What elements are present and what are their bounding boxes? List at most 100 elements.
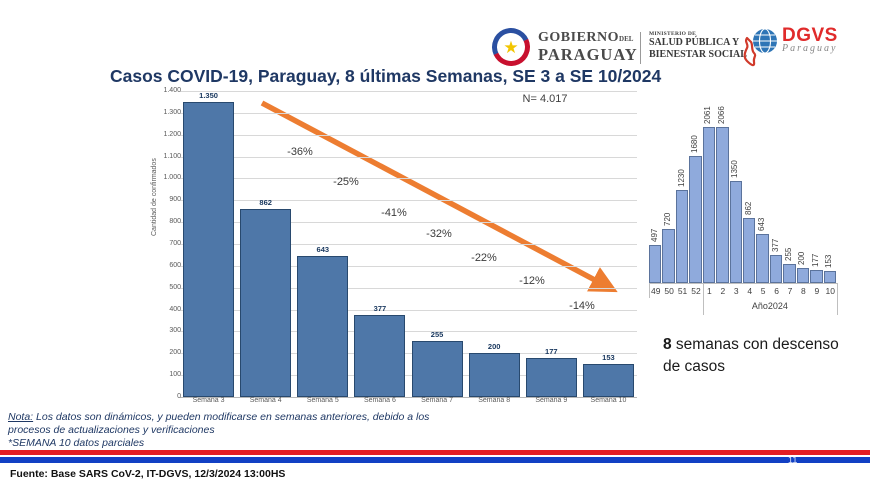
inset-bar-label: 720 <box>663 212 673 226</box>
gridline <box>180 353 637 355</box>
y-tick-label: 300 <box>169 327 181 335</box>
n-total-label: N= 4.017 <box>522 93 568 105</box>
y-tick-label: 700 <box>169 240 181 247</box>
y-tick-label: 500 <box>169 283 181 291</box>
gridline <box>180 244 637 245</box>
gridline <box>180 265 637 267</box>
inset-bar-week-1 <box>702 127 716 283</box>
inset-x-label: 5 <box>760 286 766 296</box>
y-tick-label: 100 <box>169 371 181 379</box>
y-tick-label: 200 <box>169 349 181 357</box>
ministerio-line1: SALUD PÚBLICA Y <box>649 37 740 49</box>
x-tick-label: Semana 10 <box>590 397 627 404</box>
main-chart: Cantidad de confirmados N= 4.017 1.350 86… <box>85 86 643 416</box>
inset-x-label: 49 <box>650 286 661 296</box>
inset-x-label: 4 <box>747 286 753 296</box>
star-icon: ★ <box>503 37 519 57</box>
dgvs-name: DGVS <box>782 25 838 46</box>
annotation-text: 8 semanas con descenso de casos <box>663 334 843 379</box>
trend-arrow-icon <box>260 100 618 293</box>
note-line1-text: Los datos son dinámicos, y pueden modifi… <box>33 411 430 423</box>
page-title: Casos COVID-19, Paraguay, 8 últimas Sema… <box>110 66 662 86</box>
inset-bar-week-49 <box>649 245 662 283</box>
inset-axis-line <box>649 283 837 284</box>
inset-bar-label: 1680 <box>690 135 699 154</box>
inset-axis-group-label: Año2024 <box>751 301 788 311</box>
y-tick-label: 1.200 <box>163 130 181 138</box>
inset-x-label: 50 <box>664 286 674 296</box>
y-tick-label: 0 <box>177 393 181 400</box>
inset-bar-week-2 <box>716 127 729 283</box>
inset-bar-label: 497 <box>649 229 659 243</box>
gobierno-word: GOBIERNO <box>538 29 620 45</box>
bar-semana-8 <box>468 353 520 397</box>
inset-x-label: 2 <box>720 286 726 296</box>
source-text: Fuente: Base SARS CoV-2, IT-DGVS, 12/3/2… <box>10 468 286 480</box>
x-tick-label: Semana 8 <box>478 397 511 404</box>
gridline <box>180 178 637 180</box>
bar-value-label: 377 <box>373 303 387 313</box>
inset-x-label: 1 <box>707 286 712 296</box>
inset-bar-label: 2066 <box>716 106 726 124</box>
page-number: 11 <box>788 455 798 465</box>
y-tick-label: 900 <box>169 196 181 204</box>
inset-bar-week-9 <box>810 269 823 283</box>
inset-bar-label: 255 <box>784 247 793 261</box>
bar-value-label: 862 <box>259 197 272 207</box>
inset-bar-week-52 <box>689 156 702 283</box>
pct-change-label: -22% <box>471 252 497 264</box>
inset-axis-separator <box>837 283 838 315</box>
gridline <box>180 287 637 289</box>
gobierno-paraguay-logo: ★ GOBIERNODEL PARAGUAY <box>486 22 638 72</box>
inset-x-label: 6 <box>774 286 779 296</box>
bar-value-label: 153 <box>602 352 615 362</box>
gridline <box>180 91 637 92</box>
x-tick-label: Semana 6 <box>363 397 396 404</box>
inset-bar-week-10 <box>823 271 836 283</box>
annotation-number: 8 <box>663 336 672 353</box>
inset-bar-week-3 <box>729 181 742 283</box>
y-tick-label: 1.000 <box>163 174 181 182</box>
inset-x-label: 51 <box>677 286 688 296</box>
note-line-1: Nota: Los datos son dinámicos, y pueden … <box>8 411 429 424</box>
bar-semana-3 <box>183 101 235 397</box>
paraguay-emblem-icon: ★ <box>486 22 536 72</box>
x-tick-label: Semana 3 <box>192 397 225 404</box>
inset-x-label: 7 <box>787 286 793 296</box>
dgvs-logo: DGVS Paraguay <box>740 26 838 72</box>
y-tick-label: 1.400 <box>163 87 181 94</box>
inset-x-label: 3 <box>733 286 739 296</box>
pct-change-label: -14% <box>569 300 595 312</box>
inset-bar-label: 1230 <box>676 169 686 188</box>
inset-x-label: 9 <box>814 286 820 296</box>
gridline <box>180 156 637 158</box>
header-divider <box>640 32 641 64</box>
inset-x-label: 10 <box>825 286 835 296</box>
annotation-rest: semanas con descenso de casos <box>663 336 839 376</box>
inset-bar-week-8 <box>796 267 810 283</box>
inset-bar-label: 862 <box>743 201 753 215</box>
bar-value-label: 1.350 <box>199 90 218 100</box>
inset-bar-week-7 <box>783 263 796 283</box>
pct-change-label: -32% <box>426 228 452 240</box>
inset-bar-week-51 <box>675 190 689 283</box>
note-label: Nota: <box>8 411 34 423</box>
inset-axis-separator <box>702 283 704 315</box>
gridline <box>180 375 637 377</box>
inset-bar-label: 643 <box>757 218 767 232</box>
x-tick-label: Semana 7 <box>421 397 454 404</box>
gridline <box>180 200 637 202</box>
inset-chart: Año2024 497 49 720 50 1230 51 1680 52 2061 1 2066 2… <box>649 98 843 333</box>
inset-bar-label: 177 <box>810 253 820 267</box>
gridline <box>180 331 637 333</box>
dgvs-country: Paraguay <box>782 43 838 54</box>
x-tick-label: Semana 4 <box>249 397 282 404</box>
inset-x-label: 8 <box>801 286 806 296</box>
inset-bar-label: 1350 <box>730 160 740 179</box>
bar-value-label: 643 <box>316 245 330 255</box>
y-tick-label: 400 <box>169 305 181 313</box>
bar-semana-7 <box>411 341 463 397</box>
x-tick-label: Semana 5 <box>306 397 339 404</box>
inset-bar-label: 377 <box>770 238 780 252</box>
